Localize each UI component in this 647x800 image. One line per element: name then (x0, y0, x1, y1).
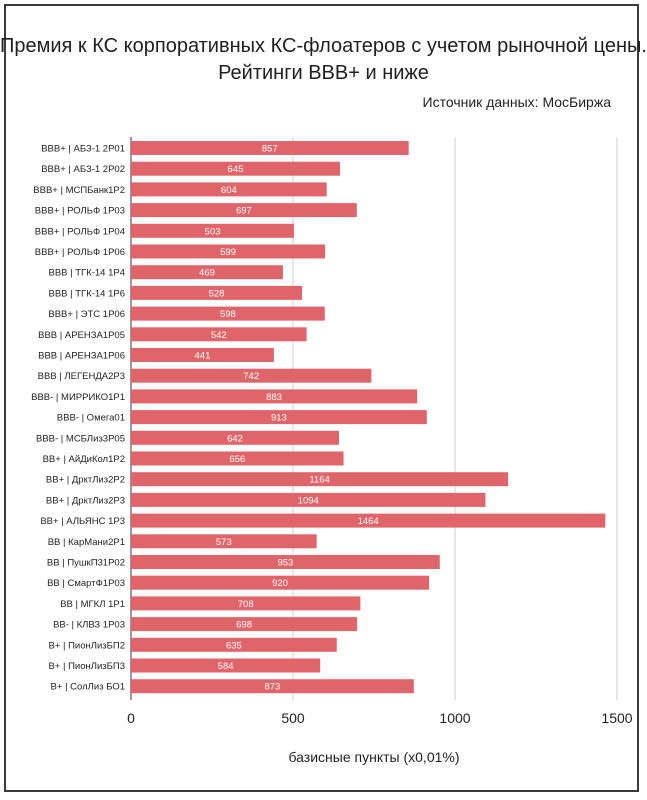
data-label: 708 (238, 599, 254, 610)
data-label: 441 (195, 351, 211, 362)
bar (131, 679, 414, 694)
data-label: 604 (221, 185, 237, 196)
category-label: B+ | ПионЛизБП2 (48, 640, 125, 651)
category-label: BB+ | ДрктЛиз2Р2 (46, 475, 125, 486)
category-label: BBB | АРЕНЗА1Р05 (38, 330, 125, 341)
bar (131, 492, 486, 507)
data-label: 469 (199, 268, 215, 279)
data-label: 697 (236, 206, 252, 217)
category-label: BB+ | АЛЬЯНС 1Р3 (40, 516, 125, 527)
category-label: BBB+ | АБЗ-1 2Р01 (41, 144, 125, 155)
bar (131, 285, 303, 300)
bar (131, 430, 340, 445)
data-label: 913 (271, 413, 287, 424)
data-label: 542 (211, 330, 227, 341)
data-label: 528 (209, 288, 225, 299)
x-tick-label: 500 (281, 710, 305, 726)
category-label: BBB+ | РОЛЬФ 1Р03 (35, 206, 125, 217)
data-label: 883 (266, 392, 282, 403)
bar (131, 182, 327, 197)
data-label: 698 (236, 620, 252, 631)
bar (131, 244, 326, 259)
bar (131, 327, 307, 342)
bar (131, 141, 409, 155)
bar (131, 306, 325, 321)
bar (131, 513, 606, 528)
category-label: BBB | ЛЕГЕНДА2Р3 (38, 371, 125, 382)
data-source-note: Источник данных: МосБиржа (422, 94, 611, 110)
bar (131, 534, 317, 549)
x-tick-label: 1000 (439, 710, 470, 726)
data-label: 584 (218, 661, 234, 672)
data-label: 742 (243, 371, 259, 382)
category-label: BBB- | МСБЛиз3Р05 (36, 433, 125, 444)
chart-title: Премия к КС корпоративных КС-флоатеров с… (0, 35, 647, 84)
bar (131, 637, 337, 652)
bar (131, 265, 283, 280)
category-label: BB | МГКЛ 1Р1 (60, 599, 125, 610)
bar (131, 658, 321, 673)
bar (131, 223, 294, 238)
category-label: BBB- | МИРРИКО1Р1 (31, 392, 125, 403)
category-label: B+ | ПионЛизБП3 (48, 661, 125, 672)
category-label: BBB+ | РОЛЬФ 1Р04 (35, 226, 125, 237)
bar (131, 472, 509, 487)
category-label: BBB | ТГК-14 1Р4 (48, 268, 125, 279)
data-label: 857 (262, 144, 278, 155)
data-label: 920 (272, 578, 288, 589)
data-label: 642 (227, 433, 243, 444)
category-label: BB | СмартФ1Р03 (47, 578, 125, 589)
category-label: B+ | СолЛиз БО1 (51, 682, 125, 693)
data-label: 1094 (298, 495, 319, 506)
bar (131, 161, 340, 176)
category-label: BBB+ | РОЛЬФ 1Р06 (35, 247, 125, 258)
category-label: BB+ | АйДиКол1Р2 (43, 454, 125, 465)
category-label: BBB+ | АБЗ-1 2Р02 (41, 164, 125, 175)
data-label: 599 (220, 247, 236, 258)
bar (131, 203, 357, 218)
category-label: BBB | АРЕНЗА1Р06 (38, 351, 125, 362)
bar (131, 451, 344, 466)
data-label: 656 (229, 454, 245, 465)
data-label: 503 (205, 226, 221, 237)
data-label: 573 (216, 537, 232, 548)
category-label: BB+ | ДрктЛиз2Р3 (46, 495, 125, 506)
x-axis-label: базисные пункты (x0,01%) (288, 749, 460, 765)
data-label: 598 (220, 309, 236, 320)
data-label: 1464 (358, 516, 379, 527)
category-label: BBB+ | МСПБанк1Р2 (33, 185, 125, 196)
bar (131, 389, 418, 404)
data-label: 645 (228, 164, 244, 175)
category-label: BB | КарМани2Р1 (48, 537, 125, 548)
bar (131, 575, 430, 590)
data-label: 635 (226, 640, 242, 651)
category-label: BBB- | Омега01 (57, 413, 125, 424)
category-label: BBB+ | ЭТС 1Р06 (48, 309, 125, 320)
bar (131, 617, 358, 632)
bar (131, 348, 274, 362)
category-label: BB- | КЛВЗ 1Р03 (53, 620, 125, 631)
bar (131, 555, 440, 569)
x-tick-label: 0 (127, 710, 135, 726)
bar (131, 596, 361, 611)
data-label: 873 (264, 682, 280, 693)
x-tick-label: 1500 (601, 710, 632, 726)
data-label: 953 (277, 558, 293, 569)
category-label: BB | ПушкП31Р02 (47, 558, 125, 569)
data-label: 1164 (309, 475, 329, 486)
category-label: BBB | ТГК-14 1Р6 (48, 288, 125, 299)
bar (131, 368, 372, 383)
bar (131, 410, 427, 425)
